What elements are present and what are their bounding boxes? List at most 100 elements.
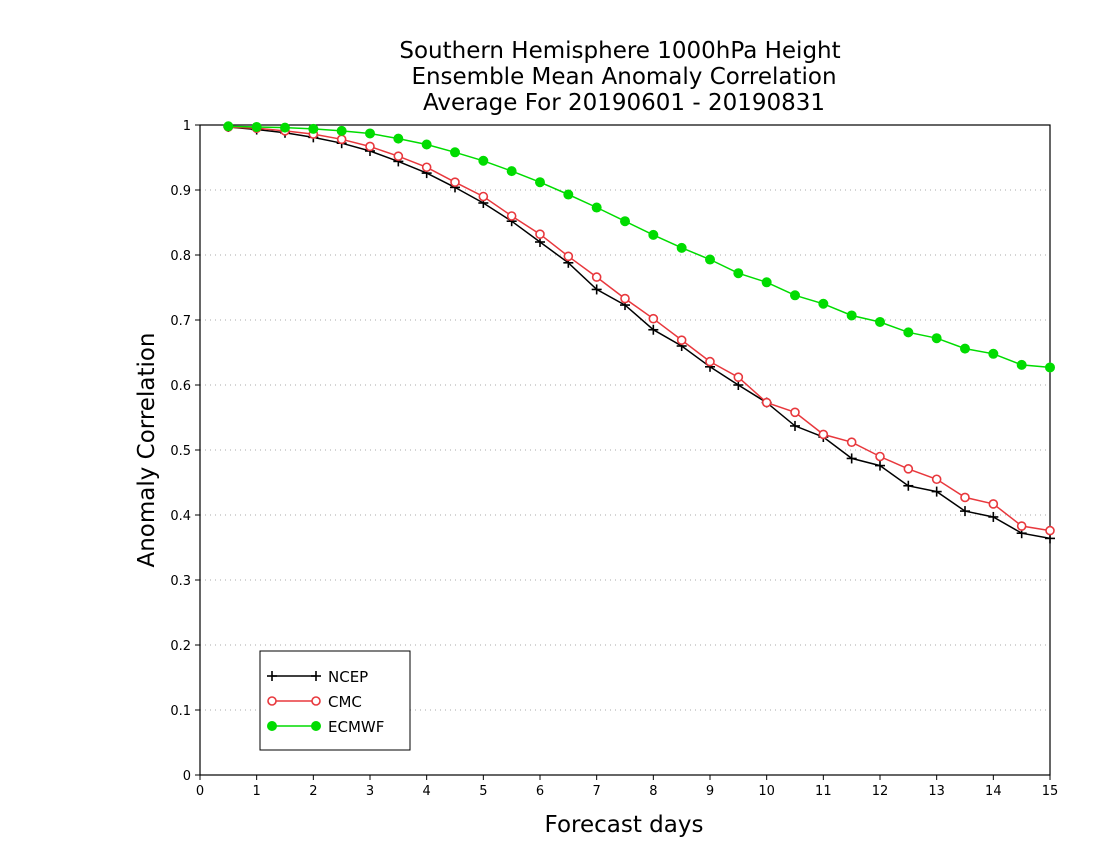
y-tick-label: 0.7 <box>170 314 191 329</box>
y-tick-label: 0 <box>183 769 191 784</box>
cmc-point <box>960 492 970 503</box>
ecmwf-point <box>620 216 630 227</box>
ecmwf-point <box>790 290 800 301</box>
legend-marker-ncep <box>267 671 277 681</box>
ecmwf-point <box>846 310 857 321</box>
ncep-point <box>988 511 999 522</box>
y-tick-label: 0.3 <box>170 574 191 589</box>
x-tick-label: 5 <box>479 784 487 799</box>
ecmwf-point <box>365 128 375 139</box>
cmc-point <box>903 464 914 474</box>
cmc-point <box>365 141 375 152</box>
series-layer <box>223 121 1055 544</box>
cmc-point <box>478 191 489 202</box>
ncep-point <box>648 324 659 335</box>
y-tick-label: 0.6 <box>170 379 191 394</box>
x-tick-label: 4 <box>423 784 431 799</box>
series-ecmwf <box>223 121 1055 373</box>
ecmwf-point <box>761 277 772 288</box>
ecmwf-point <box>648 229 659 240</box>
y-tick-label: 0.9 <box>170 184 191 199</box>
y-tick-label: 0.1 <box>170 704 191 719</box>
series-cmc <box>223 122 1055 536</box>
ecmwf-point <box>903 327 914 338</box>
legend-label-ncep: NCEP <box>328 668 368 686</box>
legend-label-cmc: CMC <box>328 693 362 711</box>
ncep-point <box>960 506 970 517</box>
x-tick-label: 3 <box>366 784 374 799</box>
ecmwf-point <box>676 242 687 253</box>
cmc-point <box>336 134 347 145</box>
ecmwf-point <box>960 343 970 354</box>
y-tick-label: 0.8 <box>170 249 191 264</box>
cmc-line <box>228 126 1051 532</box>
ecmwf-point <box>280 122 290 133</box>
y-tick-label: 1 <box>183 119 191 134</box>
ecmwf-point <box>705 254 715 265</box>
title-line-3: Average For 20190601 - 20190831 <box>423 90 825 116</box>
ncep-point <box>931 486 942 497</box>
cmc-point <box>1045 525 1055 536</box>
x-axis-label: Forecast days <box>545 812 704 838</box>
y-axis-ticks: 0 0.1 0.2 0.3 0.4 0.5 0.6 0.7 0.8 0.9 1 <box>170 119 200 784</box>
ecmwf-point <box>818 298 829 309</box>
title-line-2: Ensemble Mean Anomaly Correlation <box>411 64 836 90</box>
ecmwf-point <box>251 121 262 132</box>
x-tick-label: 2 <box>309 784 317 799</box>
cmc-point <box>733 372 744 383</box>
series-ncep <box>223 121 1055 544</box>
ncep-line <box>228 126 1051 540</box>
ncep-point <box>903 480 914 491</box>
ecmwf-line <box>228 125 1051 369</box>
ecmwf-point <box>1016 359 1027 370</box>
cmc-point <box>846 437 857 448</box>
cmc-point <box>535 229 545 239</box>
ecmwf-point <box>931 333 942 344</box>
x-tick-label: 10 <box>758 784 775 799</box>
ecmwf-point <box>478 155 489 166</box>
cmc-point <box>421 162 432 173</box>
x-tick-label: 1 <box>253 784 261 799</box>
cmc-point <box>676 335 687 345</box>
x-tick-label: 13 <box>928 784 945 799</box>
ncep-point <box>875 460 885 471</box>
ecmwf-point <box>1045 362 1055 373</box>
x-tick-label: 14 <box>985 784 1002 799</box>
x-tick-label: 8 <box>649 784 657 799</box>
cmc-point <box>761 397 772 408</box>
ecmwf-point <box>875 316 885 327</box>
x-tick-label: 15 <box>1042 784 1059 799</box>
ncep-point <box>591 284 602 295</box>
x-tick-label: 6 <box>536 784 544 799</box>
ecmwf-point <box>733 268 744 279</box>
legend-marker-ecmwf <box>311 721 321 731</box>
ecmwf-point <box>421 139 432 150</box>
ecmwf-point <box>506 166 517 177</box>
legend-item-ncep: NCEP <box>267 668 368 686</box>
y-axis-label: Anomaly Correlation <box>134 332 160 567</box>
cmc-point <box>393 151 404 161</box>
ecmwf-point <box>336 125 347 136</box>
cmc-point <box>875 451 885 462</box>
legend-item-ecmwf: ECMWF <box>267 718 384 736</box>
legend-marker-cmc <box>267 696 277 706</box>
cmc-point <box>1016 521 1027 531</box>
cmc-point <box>790 407 800 418</box>
cmc-point <box>648 313 659 324</box>
ecmwf-point <box>591 202 602 213</box>
cmc-point <box>620 293 630 304</box>
cmc-point <box>931 474 942 485</box>
cmc-point <box>563 251 574 262</box>
x-tick-label: 7 <box>593 784 601 799</box>
ecmwf-point <box>563 189 574 200</box>
ncep-point <box>846 453 857 464</box>
ncep-point <box>790 420 800 431</box>
y-tick-label: 0.5 <box>170 444 191 459</box>
cmc-point <box>506 211 517 221</box>
x-tick-label: 11 <box>815 784 832 799</box>
x-tick-label: 9 <box>706 784 714 799</box>
x-tick-label: 12 <box>872 784 889 799</box>
ecmwf-point <box>988 348 999 359</box>
chart-title: Southern Hemisphere 1000hPa Height Ensem… <box>399 38 840 116</box>
cmc-point <box>988 499 999 509</box>
